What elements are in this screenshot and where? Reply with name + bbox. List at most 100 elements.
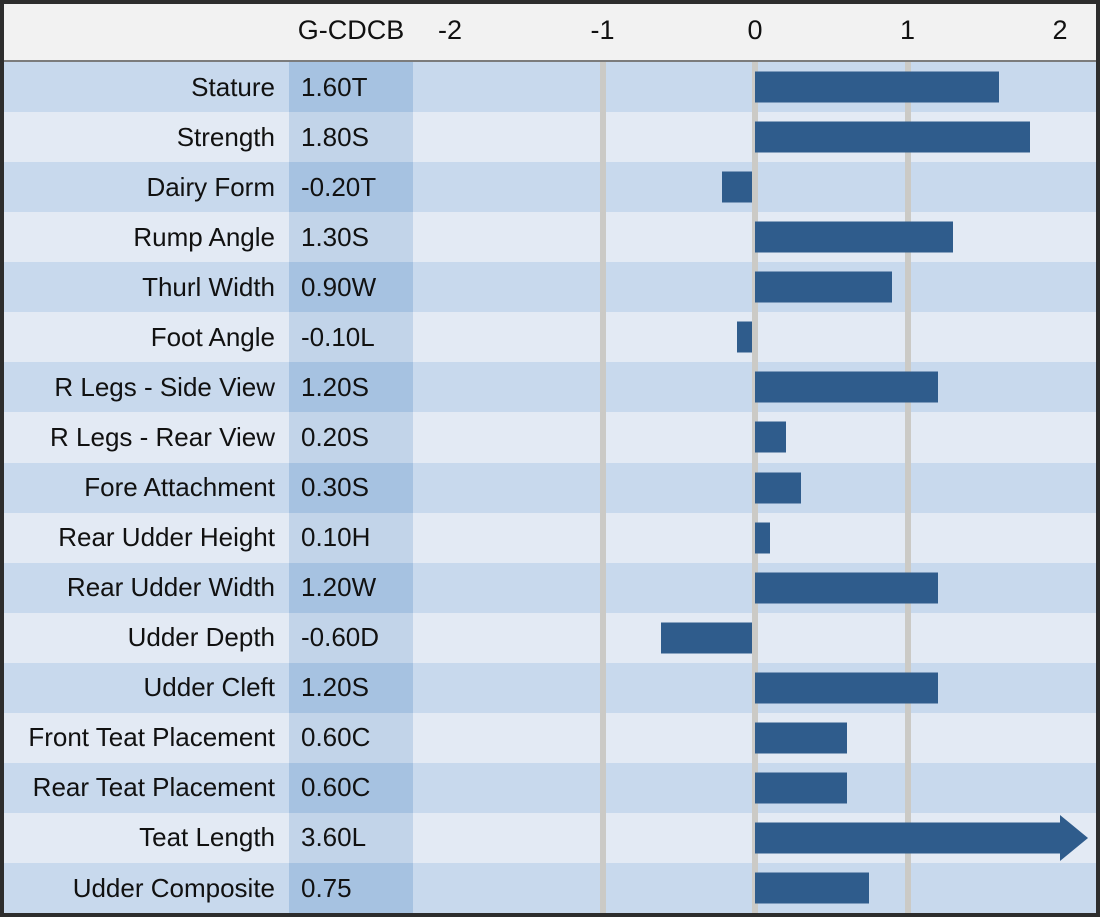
trait-row: Fore Attachment 0.30S — [4, 462, 1096, 513]
trait-row: R Legs - Side View 1.20S — [4, 362, 1096, 413]
trait-row: Teat Length 3.60L — [4, 812, 1096, 863]
trait-label-cell: Foot Angle — [4, 312, 289, 362]
trait-row: Udder Cleft 1.20S — [4, 662, 1096, 713]
trait-bar — [736, 321, 752, 353]
trait-label: Fore Attachment — [84, 472, 275, 503]
trait-value: 0.20S — [301, 421, 369, 452]
trait-bar — [755, 822, 1060, 854]
trait-bar — [755, 572, 938, 604]
trait-label-cell: R Legs - Side View — [4, 362, 289, 412]
trait-value: 1.20S — [301, 672, 369, 703]
trait-value-cell: 1.80S — [289, 112, 413, 163]
trait-value-cell: 0.10H — [289, 512, 413, 563]
axis-tick-label: -2 — [437, 14, 463, 45]
trait-label-cell: Rear Udder Height — [4, 513, 289, 563]
trait-row: Front Teat Placement 0.60C — [4, 712, 1096, 763]
axis-tick-label: 1 — [899, 14, 916, 45]
trait-row: Foot Angle -0.10L — [4, 312, 1096, 363]
trait-label: R Legs - Side View — [54, 371, 275, 402]
trait-row: Udder Composite 0.75 — [4, 863, 1096, 913]
trait-label-cell: Rear Udder Width — [4, 563, 289, 613]
trait-value-cell: 0.60C — [289, 712, 413, 763]
trait-row: Rear Udder Height 0.10H — [4, 512, 1096, 563]
trait-value-cell: 1.20S — [289, 362, 413, 413]
trait-bar — [755, 672, 938, 704]
trait-value-cell: 1.20S — [289, 662, 413, 713]
trait-label-cell: Fore Attachment — [4, 463, 289, 513]
trait-value-cell: 1.20W — [289, 562, 413, 613]
trait-label: R Legs - Rear View — [50, 421, 275, 452]
trait-label: Stature — [191, 71, 275, 102]
trait-label: Udder Depth — [127, 622, 275, 653]
trait-row: Thurl Width 0.90W — [4, 262, 1096, 313]
trait-bar — [660, 622, 752, 654]
trait-bar — [755, 221, 954, 253]
trait-value: 3.60L — [301, 822, 367, 853]
trait-label: Teat Length — [139, 822, 275, 853]
trait-bar — [755, 371, 938, 403]
trait-bar — [755, 772, 847, 804]
trait-row: Dairy Form -0.20T — [4, 162, 1096, 213]
axis-tick-label: 0 — [747, 14, 763, 45]
trait-value-cell: -0.20T — [289, 162, 413, 213]
trait-row: Stature 1.60T — [4, 62, 1096, 113]
trait-value: -0.20T — [301, 171, 377, 202]
axis-tick-label: -1 — [590, 14, 615, 45]
trait-bar — [755, 872, 870, 904]
trait-value: 1.60T — [301, 71, 368, 102]
trait-label: Front Teat Placement — [28, 722, 275, 753]
trait-row: Rear Teat Placement 0.60C — [4, 762, 1096, 813]
trait-label-cell: Stature — [4, 62, 289, 112]
trait-value: 0.60C — [301, 772, 371, 803]
trait-value: 0.10H — [301, 522, 371, 553]
trait-label: Rear Udder Width — [66, 572, 275, 603]
trait-label: Udder Composite — [72, 872, 275, 903]
trait-label-cell: Rump Angle — [4, 212, 289, 262]
trait-value: 0.90W — [301, 271, 377, 302]
trait-value-cell: 0.90W — [289, 262, 413, 313]
trait-label-cell: Front Teat Placement — [4, 713, 289, 763]
trait-label: Thurl Width — [142, 271, 275, 302]
trait-label: Rear Udder Height — [58, 522, 275, 553]
trait-value: 0.60C — [301, 722, 371, 753]
trait-label: Foot Angle — [150, 321, 275, 352]
value-column-header: G-CDCB — [297, 14, 405, 45]
trait-value-cell: 1.30S — [289, 212, 413, 263]
trait-bar — [755, 421, 786, 453]
trait-label-cell: Udder Depth — [4, 613, 289, 663]
trait-value-cell: -0.60D — [289, 612, 413, 663]
trait-value-cell: 1.60T — [289, 62, 413, 113]
trait-value-cell: 3.60L — [289, 812, 413, 863]
trait-value: 1.80S — [301, 121, 369, 152]
trait-value: 0.75 — [301, 872, 352, 903]
gridline — [599, 62, 606, 913]
trait-label: Udder Cleft — [143, 672, 276, 703]
trait-value: -0.60D — [301, 622, 380, 653]
trait-value: 0.30S — [301, 472, 369, 503]
trait-label-cell: R Legs - Rear View — [4, 412, 289, 462]
trait-row: Rear Udder Width 1.20W — [4, 562, 1096, 613]
bar-overflow-arrow-icon — [1060, 814, 1088, 861]
trait-label-cell: Strength — [4, 112, 289, 162]
trait-label-cell: Udder Cleft — [4, 663, 289, 713]
trait-bar — [755, 271, 893, 303]
gridline — [904, 62, 911, 913]
trait-label-cell: Dairy Form — [4, 162, 289, 212]
trait-value: 1.20S — [301, 371, 369, 402]
chart-header: G-CDCB -2 -1 0 1 2 — [4, 4, 1096, 62]
trait-bar — [755, 71, 999, 103]
axis-tick-label: 2 — [1052, 14, 1068, 45]
trait-row: Rump Angle 1.30S — [4, 212, 1096, 263]
trait-value-cell: 0.75 — [289, 863, 413, 913]
trait-bar — [755, 722, 847, 754]
trait-value: -0.10L — [301, 321, 375, 352]
trait-value-cell: -0.10L — [289, 312, 413, 363]
trait-bar — [721, 171, 752, 203]
trait-label-cell: Teat Length — [4, 813, 289, 863]
trait-value: 1.30S — [301, 221, 369, 252]
trait-label: Rump Angle — [133, 221, 275, 252]
trait-value-cell: 0.30S — [289, 462, 413, 513]
trait-label: Rear Teat Placement — [32, 772, 275, 803]
trait-bar — [755, 472, 801, 504]
